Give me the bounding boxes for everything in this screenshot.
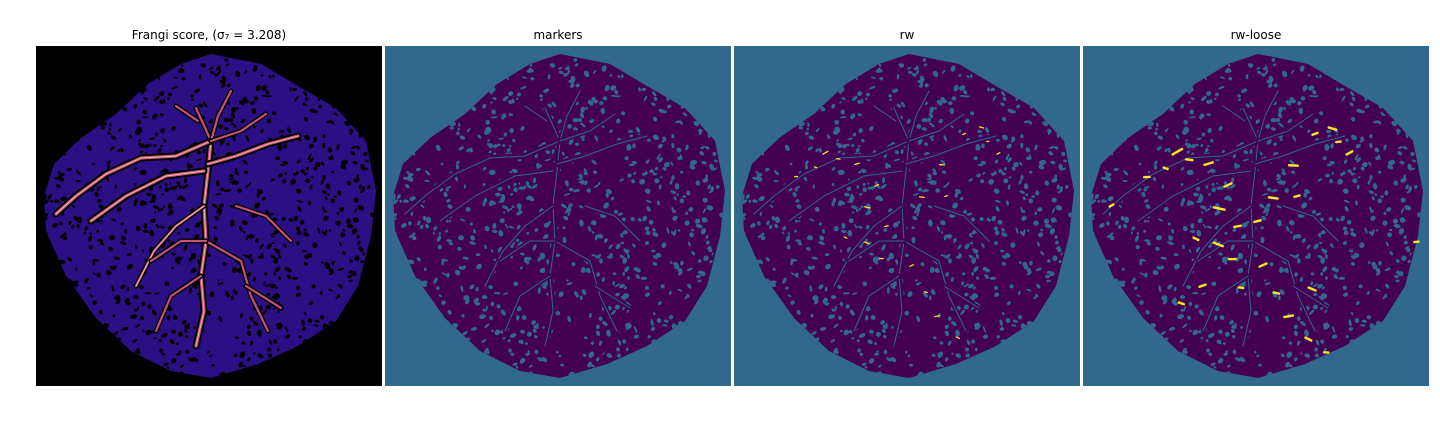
vessel-outlines [402, 88, 650, 349]
panel-title-frangi: Frangi score, (σ₇ = 3.208) [131, 28, 287, 42]
vessel-outlines [751, 88, 999, 349]
panel-frangi-image [36, 46, 382, 386]
panel-title-markers: markers [533, 28, 583, 42]
rw-loose-image [1083, 46, 1429, 386]
panel-rw-loose-image [1083, 46, 1429, 386]
rw-image [734, 46, 1080, 386]
markers-image [385, 46, 731, 386]
vessel-outlines [1100, 88, 1348, 349]
segment-highlights [794, 126, 1001, 340]
frangi-score-image [36, 46, 382, 386]
panel-title-rw: rw [899, 28, 915, 42]
panel-rw-image [734, 46, 1080, 386]
panel-markers-image [385, 46, 731, 386]
segment-highlights [1108, 126, 1420, 354]
vessel-network [52, 88, 302, 350]
panel-title-rw-loose: rw-loose [1230, 28, 1282, 42]
